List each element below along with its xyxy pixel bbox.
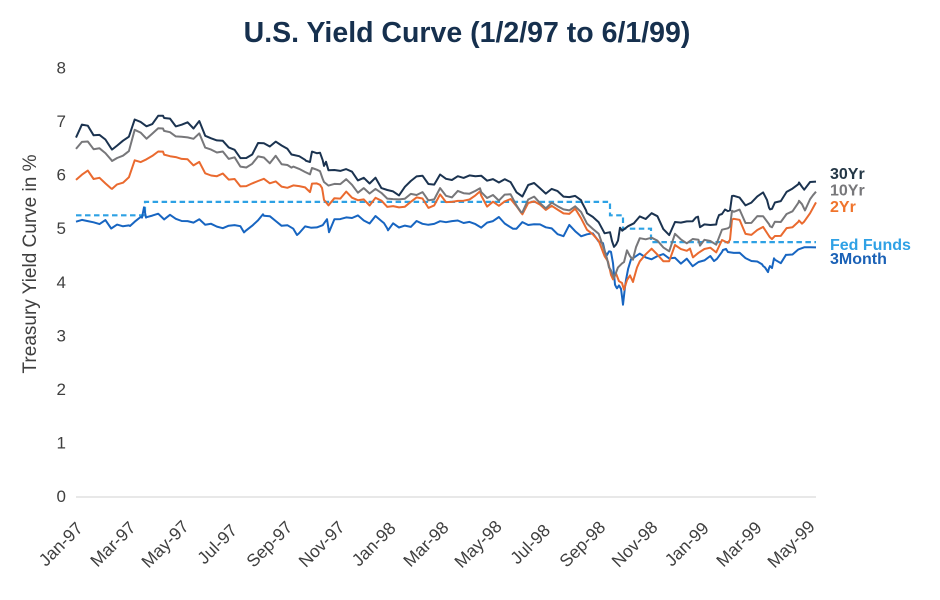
svg-text:6: 6 [57, 166, 66, 185]
svg-text:3: 3 [57, 326, 66, 345]
svg-text:U.S. Yield Curve (1/2/97 to 6/: U.S. Yield Curve (1/2/97 to 6/1/99) [244, 17, 691, 49]
svg-text:7: 7 [57, 112, 66, 131]
svg-text:1: 1 [57, 433, 66, 452]
svg-text:Fed Funds: Fed Funds [830, 237, 911, 254]
svg-text:4: 4 [57, 273, 66, 292]
svg-text:8: 8 [57, 59, 66, 78]
svg-text:2Yr: 2Yr [830, 199, 856, 216]
svg-text:5: 5 [57, 219, 66, 238]
svg-text:3Month: 3Month [830, 251, 887, 268]
svg-text:Treasury Yield Curve in %: Treasury Yield Curve in % [20, 154, 41, 373]
svg-text:30Yr: 30Yr [830, 166, 865, 183]
svg-text:0: 0 [57, 487, 66, 506]
svg-text:10Yr: 10Yr [830, 183, 865, 200]
svg-text:2: 2 [57, 380, 66, 399]
